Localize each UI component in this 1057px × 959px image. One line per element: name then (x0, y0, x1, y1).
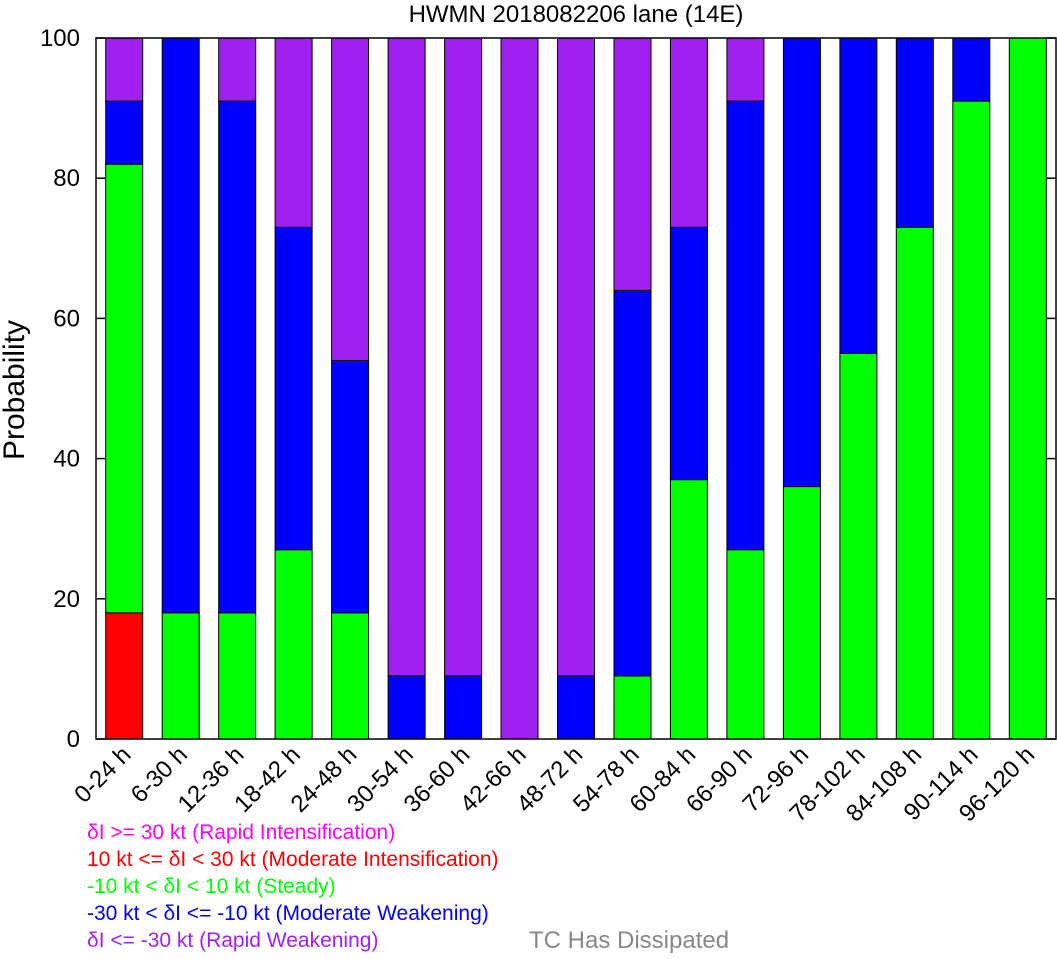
bar-segment-rapid-weakening-4 (331, 37, 370, 361)
y-tick-label: 100 (40, 25, 80, 52)
bar-segment-steady-16 (1008, 37, 1047, 740)
legend-note-dissipated: TC Has Dissipated (529, 927, 730, 954)
bar-segment-rapid-weakening-3 (274, 37, 313, 228)
legend-entry-rapid-intensification: δI >= 30 kt (Rapid Intensification) (87, 821, 396, 844)
bar-segment-moderate-weakening-1 (161, 37, 200, 614)
y-tick-label: 20 (53, 586, 80, 613)
bar-segment-moderate-weakening-13 (839, 37, 878, 354)
legend: δI >= 30 kt (Rapid Intensification) 10 k… (87, 819, 499, 954)
bar-segment-steady-0 (105, 163, 144, 614)
legend-entry-moderate-intensification: 10 kt <= δI < 30 kt (Moderate Intensific… (87, 848, 499, 871)
bar-segment-steady-4 (331, 612, 370, 740)
bar-segment-steady-2 (218, 612, 257, 740)
bar-segment-moderate-weakening-0 (105, 100, 144, 165)
bar-segment-rapid-weakening-8 (557, 37, 595, 677)
y-tick-label: 40 (53, 446, 80, 473)
bar-segment-steady-13 (839, 352, 878, 740)
x-tick-labels-group: 0-24 h6-30 h12-36 h18-42 h24-48 h30-54 h… (69, 741, 1040, 827)
legend-entry-moderate-weakening: -30 kt < δI <= -10 kt (Moderate Weakenin… (87, 902, 489, 925)
bar-segment-moderate-weakening-15 (952, 37, 991, 102)
bar-segment-moderate-weakening-11 (726, 100, 765, 551)
bar-segment-moderate-weakening-14 (895, 37, 934, 228)
bar-segment-rapid-weakening-9 (613, 37, 652, 291)
bar-segment-moderate-weakening-6 (444, 675, 483, 740)
bar-segment-steady-3 (274, 549, 313, 740)
bar-segment-steady-15 (952, 100, 991, 740)
legend-entry-steady: -10 kt < δI < 10 kt (Steady) (87, 875, 336, 898)
bar-segment-rapid-weakening-11 (726, 37, 765, 102)
bar-segment-moderate-weakening-3 (274, 226, 313, 551)
bar-segment-moderate-weakening-9 (613, 289, 652, 677)
y-tick-label: 0 (67, 726, 80, 753)
bar-segment-steady-12 (782, 486, 821, 740)
bar-segment-rapid-weakening-6 (444, 37, 483, 677)
y-tick-label: 60 (53, 305, 80, 332)
chart-title: HWMN 2018082206 lane (14E) (409, 1, 744, 28)
bar-segment-steady-10 (669, 479, 708, 740)
bar-segment-rapid-weakening-10 (669, 37, 708, 228)
bar-segment-moderate-weakening-5 (387, 675, 426, 740)
bar-segment-rapid-weakening-5 (387, 37, 426, 677)
bar-segment-steady-14 (895, 226, 934, 740)
legend-entry-rapid-weakening: δI <= -30 kt (Rapid Weakening) (87, 929, 379, 952)
bar-segment-rapid-weakening-2 (218, 37, 257, 102)
plot-frame (95, 37, 1057, 740)
y-ticks-group: 0 20 40 60 80 100 (40, 25, 1056, 753)
bar-segment-moderate-weakening-4 (331, 360, 370, 614)
bar-segment-steady-11 (726, 549, 765, 740)
y-tick-label: 80 (53, 165, 80, 192)
bar-segment-moderate-intensification-0 (105, 612, 144, 740)
bar-segment-moderate-weakening-2 (218, 100, 257, 614)
bar-segment-moderate-weakening-8 (557, 675, 595, 740)
bar-segment-steady-1 (161, 612, 200, 740)
bar-segment-steady-9 (613, 675, 652, 740)
bar-segment-rapid-weakening-0 (105, 37, 144, 102)
bar-segment-rapid-weakening-7 (500, 37, 539, 740)
bar-segment-moderate-weakening-10 (669, 226, 708, 481)
bar-segment-moderate-weakening-12 (782, 37, 821, 488)
y-axis-label: Probability (0, 320, 31, 460)
bars-group (105, 37, 1047, 740)
